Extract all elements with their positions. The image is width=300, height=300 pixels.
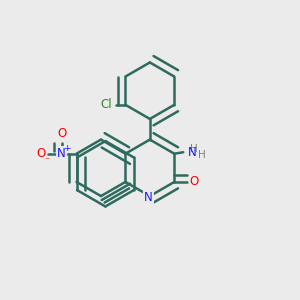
Text: O: O	[36, 147, 45, 160]
Text: +: +	[63, 144, 71, 153]
Text: N: N	[144, 191, 153, 204]
Text: O: O	[189, 176, 198, 188]
Text: H: H	[190, 144, 198, 154]
Text: Cl: Cl	[100, 98, 112, 111]
Text: N: N	[188, 146, 197, 159]
Text: N: N	[57, 147, 66, 160]
Text: H: H	[197, 150, 205, 160]
Text: ⁻: ⁻	[44, 156, 49, 166]
Text: O: O	[57, 127, 66, 140]
